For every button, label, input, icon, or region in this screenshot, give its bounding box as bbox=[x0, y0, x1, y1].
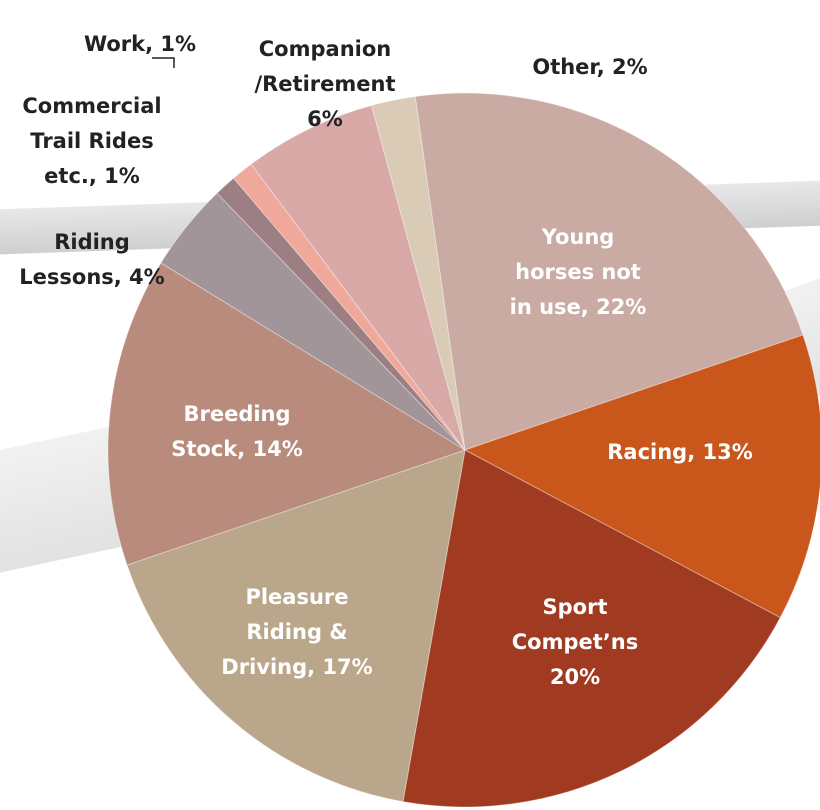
slice-label: Sport bbox=[543, 595, 608, 619]
pie-slice bbox=[126, 449, 466, 803]
slice-label: Racing, 13% bbox=[607, 440, 753, 464]
slice-label: Stock, 14% bbox=[171, 437, 303, 461]
slice-label: horses not bbox=[515, 260, 641, 284]
slice-label: Pleasure bbox=[245, 585, 348, 609]
slice-label: /Retirement bbox=[254, 72, 395, 96]
pie-slice bbox=[232, 163, 466, 451]
slice-label: Riding & bbox=[246, 620, 347, 644]
slice-label: Young bbox=[541, 225, 615, 249]
pie-slice bbox=[414, 92, 804, 451]
pie-slice bbox=[216, 177, 466, 451]
slice-label: etc., 1% bbox=[44, 164, 140, 188]
pie-slice bbox=[402, 449, 781, 808]
slice-label: Work, 1% bbox=[84, 32, 196, 56]
slice-label: Other, 2% bbox=[532, 55, 647, 79]
pie-slice bbox=[463, 334, 820, 619]
leader-line bbox=[152, 57, 175, 68]
pie-slice bbox=[160, 192, 466, 451]
pie-slice bbox=[370, 95, 466, 451]
pie-slice bbox=[250, 104, 466, 451]
slice-label: Trail Rides bbox=[30, 129, 153, 153]
slice-label: Breeding bbox=[183, 402, 290, 426]
slice-label: Compet’ns bbox=[512, 630, 638, 654]
slice-label: 6% bbox=[307, 107, 343, 131]
slice-label: 20% bbox=[550, 665, 600, 689]
slice-label: Driving, 17% bbox=[221, 655, 372, 679]
slice-label: Riding bbox=[54, 230, 130, 254]
slice-label: in use, 22% bbox=[510, 295, 647, 319]
slice-label: Companion bbox=[259, 37, 391, 61]
slice-label: Lessons, 4% bbox=[19, 265, 164, 289]
pie-slice bbox=[107, 262, 467, 566]
slice-label: Commercial bbox=[22, 94, 161, 118]
